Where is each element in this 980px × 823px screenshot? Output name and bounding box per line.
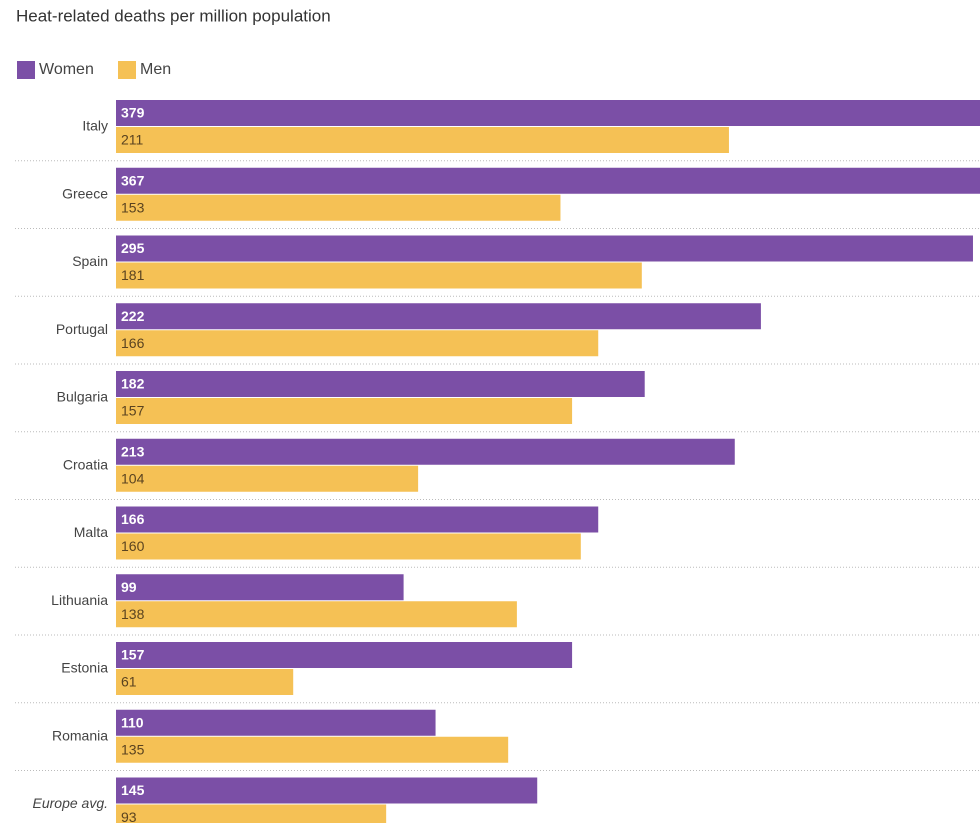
chart-title: Heat-related deaths per million populati…: [16, 6, 331, 25]
value-label: 157: [121, 647, 145, 663]
value-label: 160: [121, 538, 145, 554]
bar: [116, 303, 761, 330]
bar: [116, 669, 294, 695]
bar: [116, 127, 729, 153]
bar: [116, 235, 973, 262]
bar: [116, 167, 980, 194]
category-label: Malta: [74, 524, 108, 540]
category-label: Europe avg.: [33, 795, 109, 811]
bar: [116, 642, 573, 668]
value-label: 379: [121, 105, 145, 121]
legend-label: Men: [140, 61, 171, 78]
value-label: 166: [121, 511, 145, 527]
category-label: Portugal: [56, 321, 108, 337]
legend-label: Women: [39, 61, 94, 78]
category-label: Lithuania: [51, 592, 108, 608]
bar: [116, 736, 509, 763]
value-label: 99: [121, 579, 137, 595]
value-label: 222: [121, 308, 145, 324]
value-label: 181: [121, 267, 145, 283]
value-label: 166: [121, 335, 145, 351]
category-label: Estonia: [61, 660, 108, 676]
category-label: Croatia: [63, 456, 108, 472]
bar: [116, 506, 599, 533]
category-label: Italy: [82, 118, 108, 134]
bar: [116, 330, 599, 357]
bar: [116, 574, 404, 601]
value-label: 135: [121, 741, 145, 757]
bar: [116, 777, 538, 804]
value-label: 157: [121, 403, 145, 419]
value-label: 61: [121, 674, 137, 690]
value-label: 295: [121, 240, 145, 256]
bar: [116, 398, 573, 424]
bar: [116, 194, 561, 221]
bar: [116, 100, 980, 126]
bar: [116, 601, 517, 628]
value-label: 211: [121, 132, 144, 148]
legend-swatch: [118, 61, 136, 79]
value-label: 104: [121, 470, 145, 486]
value-label: 138: [121, 606, 145, 622]
bar: [116, 804, 387, 823]
value-label: 153: [121, 199, 145, 215]
category-label: Spain: [72, 253, 108, 269]
value-label: 213: [121, 443, 145, 459]
bar: [116, 371, 645, 397]
category-label: Greece: [62, 185, 108, 201]
bar: [116, 709, 436, 736]
bar: [116, 262, 642, 289]
value-label: 93: [121, 809, 137, 823]
value-label: 145: [121, 782, 145, 798]
bar: [116, 438, 735, 465]
bar: [116, 465, 419, 492]
category-label: Bulgaria: [57, 389, 109, 405]
category-label: Romania: [52, 727, 108, 743]
value-label: 182: [121, 376, 145, 392]
bar: [116, 533, 581, 560]
value-label: 367: [121, 172, 145, 188]
value-label: 110: [121, 714, 144, 730]
legend-swatch: [17, 61, 35, 79]
